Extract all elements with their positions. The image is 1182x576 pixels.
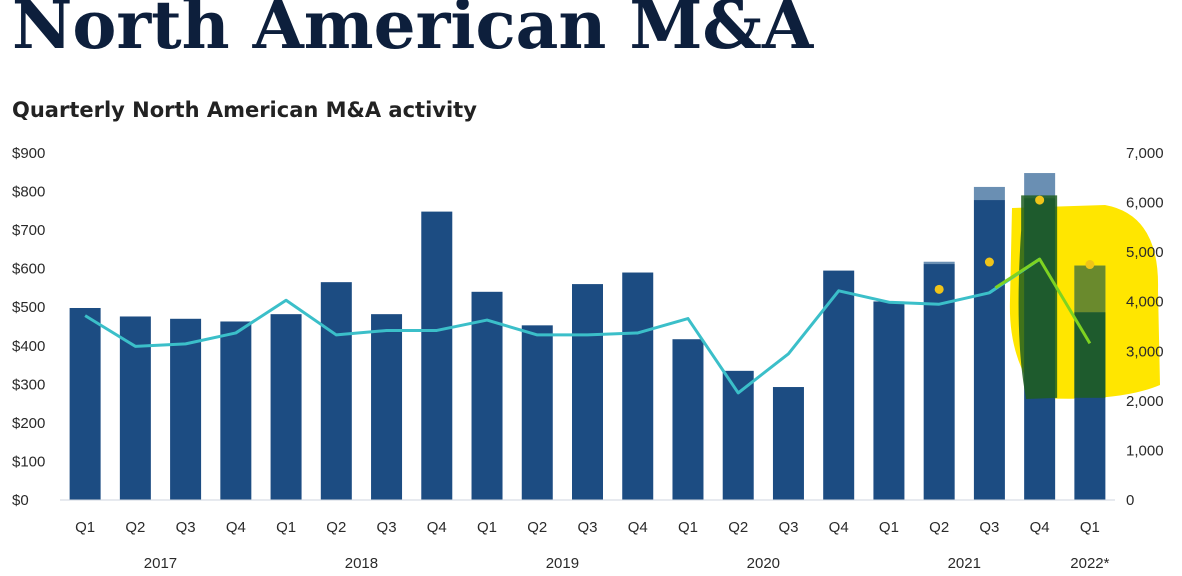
y-left-tick-label: $600 — [12, 261, 45, 278]
bar — [923, 264, 955, 500]
projection-dot — [1085, 260, 1095, 270]
bar — [772, 387, 804, 500]
x-tick-label: Q4 — [226, 519, 246, 536]
bar — [973, 200, 1005, 500]
x-tick-label: Q2 — [125, 519, 145, 536]
x-axis: Q1 Q2 Q3 Q4 Q1 Q2 Q3 Q4 Q1 Q2 Q3 Q4 Q1 Q2 Q3 Q4 Q1 Q2 Q3 Q4… — [60, 499, 1115, 572]
page-title: North American M&A — [12, 0, 814, 64]
x-tick-label: Q4 — [829, 519, 849, 536]
x-tick-label: Q3 — [577, 519, 597, 536]
y-left-tick-label: $500 — [12, 299, 45, 316]
y-left-tick-label: $700 — [12, 222, 45, 239]
year-label: 2018 — [345, 555, 378, 572]
bar — [69, 307, 101, 500]
y-left-tick-label: $800 — [12, 184, 45, 201]
y-right-tick-label: 1,000 — [1126, 442, 1164, 459]
x-tick-label: Q1 — [1080, 519, 1100, 536]
x-tick-label: Q4 — [1030, 519, 1050, 536]
y-right-tick-label: 0 — [1126, 492, 1134, 509]
x-tick-label: Q4 — [427, 519, 447, 536]
y-right-tick-label: 7,000 — [1126, 145, 1164, 162]
y-left-tick-label: $300 — [12, 376, 45, 393]
y-left-tick-label: $200 — [12, 415, 45, 432]
x-tick-label: Q1 — [879, 519, 899, 536]
y-left-tick-label: $400 — [12, 338, 45, 355]
y-right-tick-label: 5,000 — [1126, 244, 1164, 261]
bar — [320, 282, 352, 500]
bar — [823, 270, 855, 500]
deal-count-line — [84, 257, 1092, 395]
y-right-tick-label: 3,000 — [1126, 343, 1164, 360]
bar — [270, 314, 302, 500]
y-right-tick-label: 4,000 — [1126, 294, 1164, 311]
projection-dot — [1035, 195, 1045, 205]
chart-title: Quarterly North American M&A activity — [12, 98, 477, 122]
year-label: 2022* — [1070, 555, 1109, 572]
x-tick-label: Q1 — [75, 519, 95, 536]
x-tick-label: Q1 — [678, 519, 698, 536]
deal-count-line-path — [84, 257, 1041, 395]
projection-dots — [934, 195, 1095, 294]
bar — [672, 339, 704, 500]
bar — [220, 321, 252, 500]
bar — [873, 301, 905, 500]
x-tick-label: Q3 — [377, 519, 397, 536]
bar — [521, 325, 553, 500]
x-tick-label: Q1 — [276, 519, 296, 536]
highlight-overlay — [1018, 195, 1106, 399]
projection-dot — [984, 257, 994, 267]
x-tick-label: Q1 — [477, 519, 497, 536]
year-label: 2019 — [546, 555, 579, 572]
y-right-tick-label: 2,000 — [1126, 393, 1164, 410]
y-left-tick-label: $0 — [12, 492, 29, 509]
bar-extension — [1024, 173, 1056, 199]
bar — [421, 211, 453, 501]
projection-dot — [934, 284, 944, 294]
x-tick-label: Q4 — [628, 519, 648, 536]
bar — [170, 318, 202, 500]
year-label: 2021 — [948, 555, 981, 572]
x-tick-label: Q3 — [176, 519, 196, 536]
bar — [572, 284, 603, 500]
bar — [371, 314, 403, 500]
x-tick-label: Q2 — [527, 519, 547, 536]
x-tick-label: Q2 — [929, 519, 949, 536]
green-marker — [1018, 195, 1058, 399]
y-left-tick-label: $900 — [12, 145, 45, 162]
x-tick-label: Q3 — [778, 519, 798, 536]
bar — [119, 316, 151, 500]
x-tick-label: Q2 — [728, 519, 748, 536]
bar — [722, 370, 754, 500]
deal-count-line-highlight — [994, 257, 1092, 345]
y-axis-left: $0 $100 $200 $300 $400 $500 $600 $700 $800 $900 — [12, 145, 45, 509]
x-tick-label: Q2 — [326, 519, 346, 536]
year-label: 2017 — [144, 555, 177, 572]
y-right-tick-label: 6,000 — [1126, 195, 1164, 212]
bar-extension — [923, 261, 955, 265]
bar-extension — [973, 186, 1005, 201]
x-tick-label: Q3 — [979, 519, 999, 536]
lime-marker — [1074, 265, 1106, 313]
y-axis-right: 0 1,000 2,000 3,000 4,000 5,000 6,000 7,000 — [1126, 145, 1164, 509]
y-left-tick-label: $100 — [12, 453, 45, 470]
year-label: 2020 — [747, 555, 780, 572]
bar — [622, 272, 654, 500]
bar — [471, 291, 503, 500]
